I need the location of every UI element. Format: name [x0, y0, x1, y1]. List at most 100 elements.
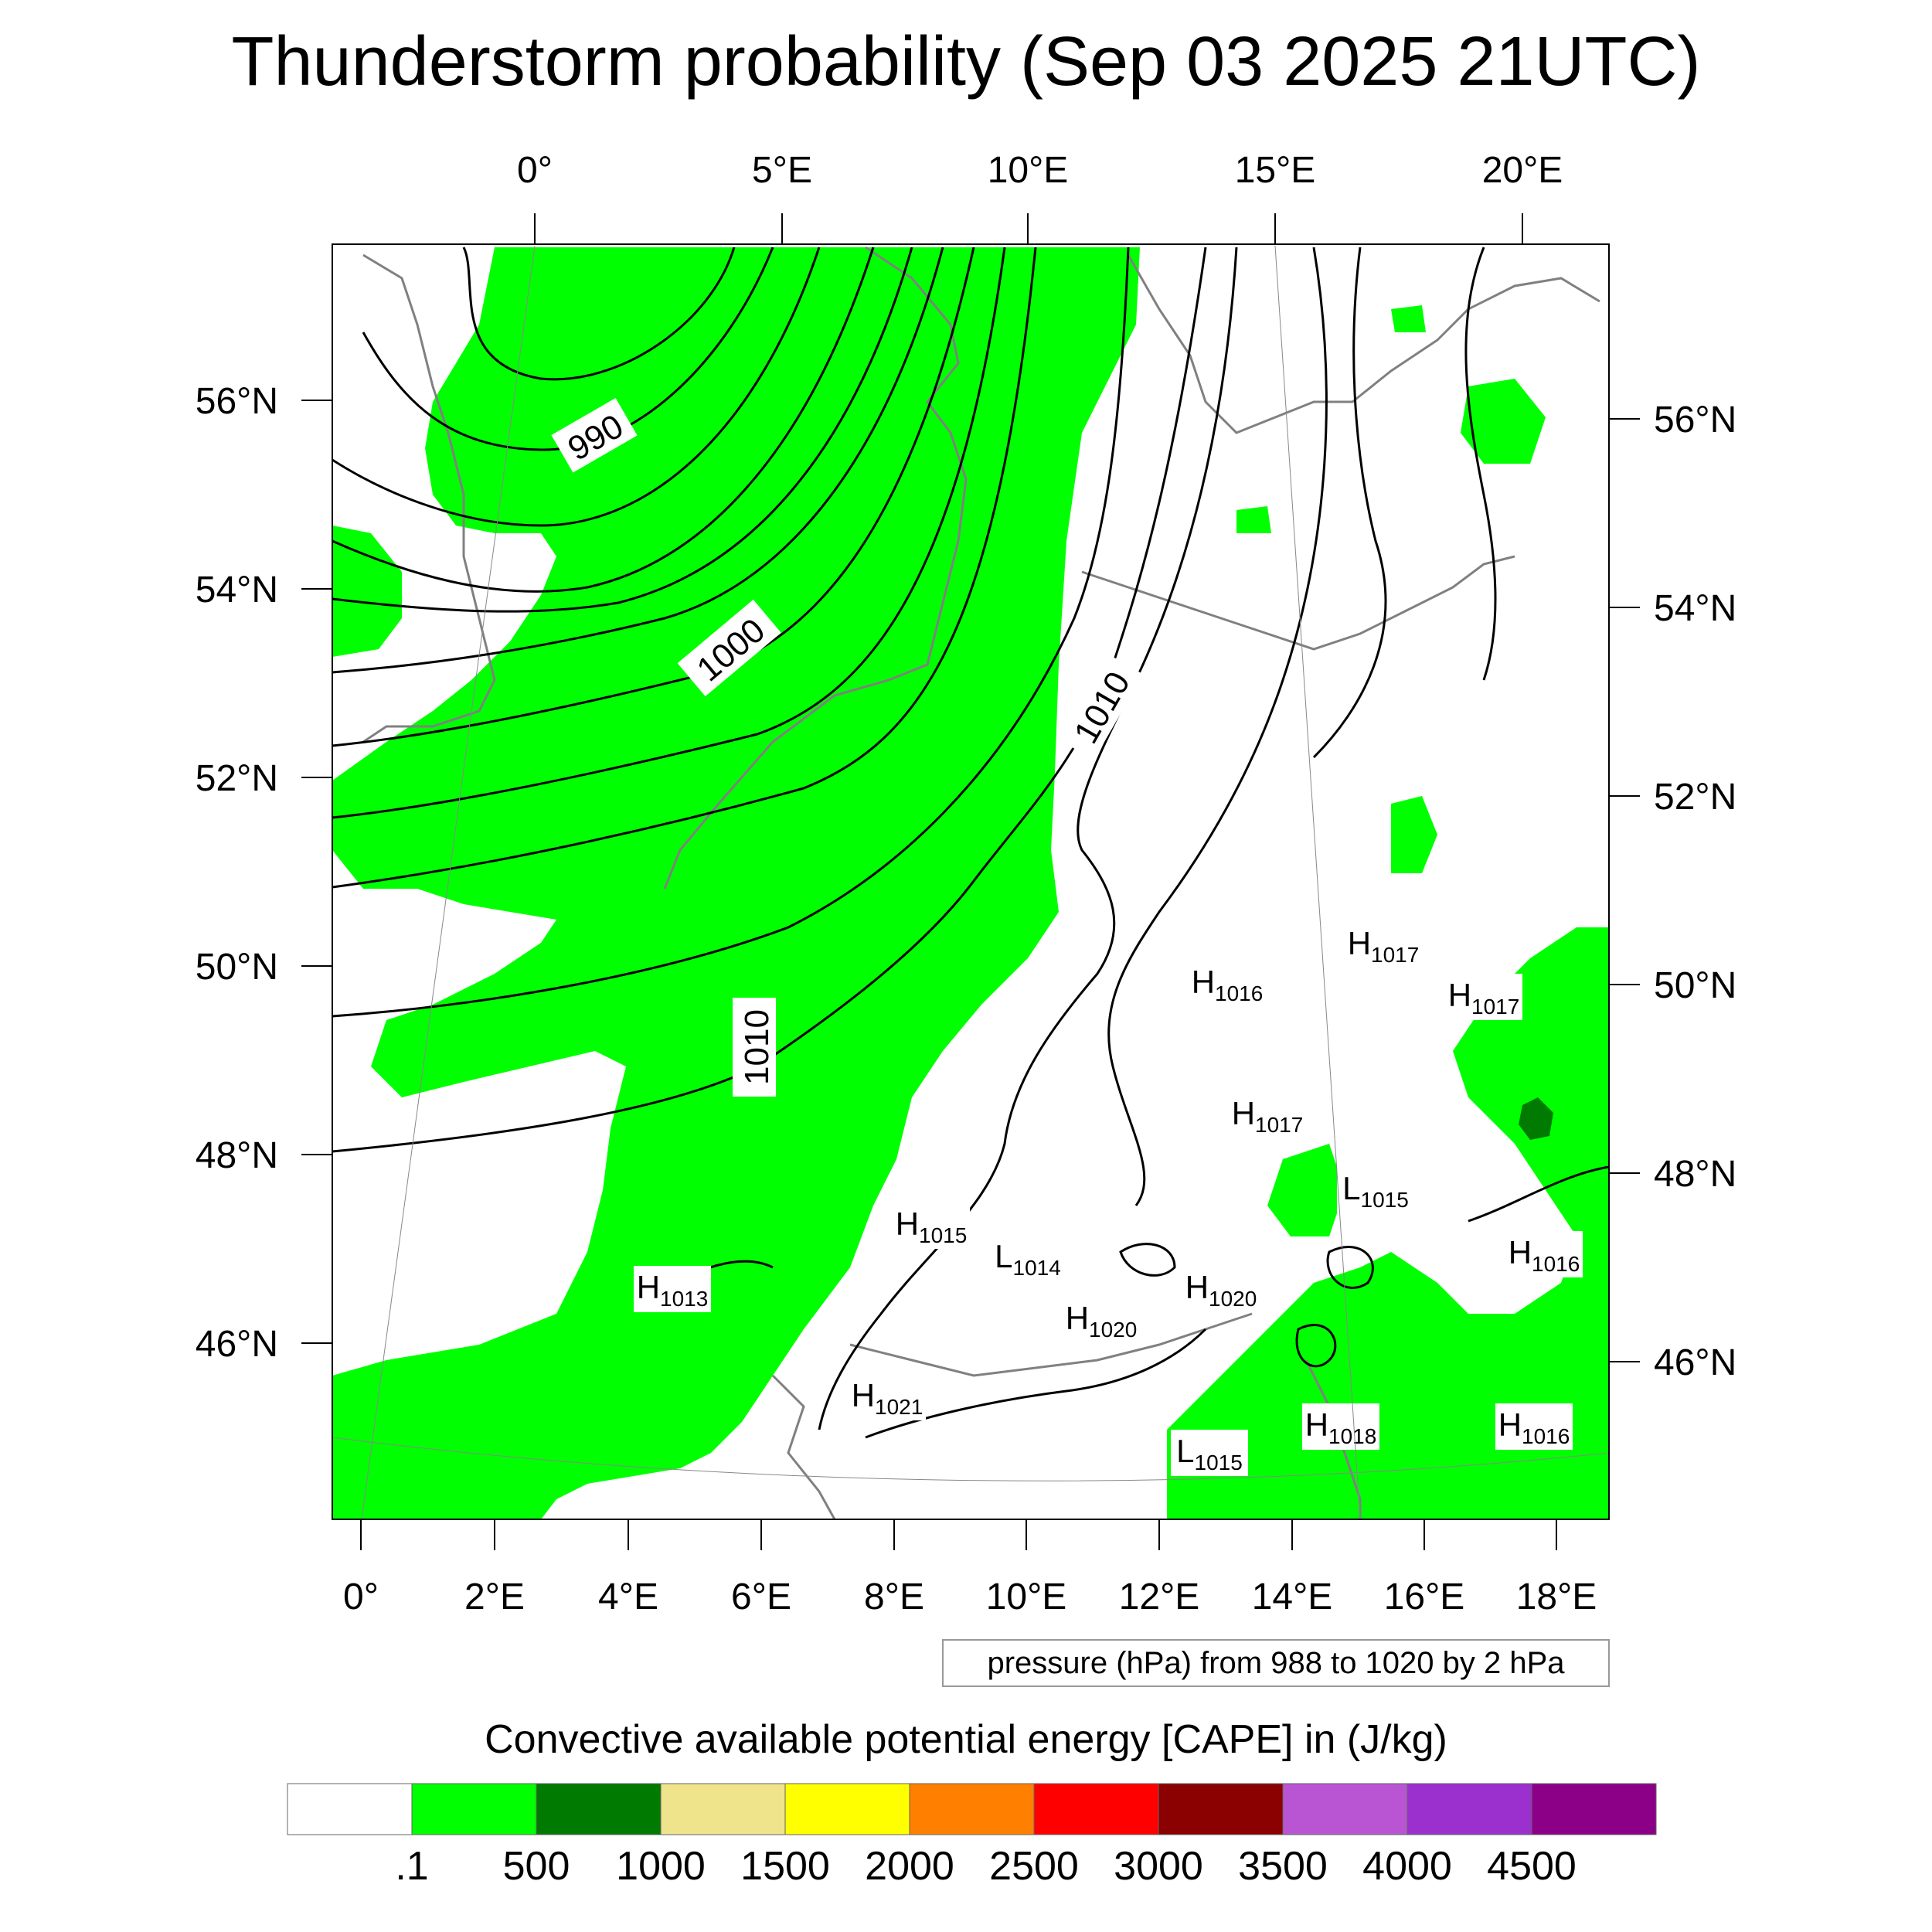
pressure-center-label: H1016 — [1498, 1406, 1570, 1448]
isobar — [332, 247, 1037, 889]
pressure-center-letter: H — [1305, 1406, 1328, 1443]
graticule-meridian — [1274, 245, 1361, 1520]
colorbar-swatch — [536, 1783, 662, 1835]
pressure-center-label: H1018 — [1305, 1406, 1377, 1448]
isobar-label-box — [733, 998, 776, 1097]
isobar — [1468, 1165, 1610, 1223]
cape-southeast-patch — [1167, 927, 1609, 1519]
bottom-lon-label: 0° — [343, 1577, 379, 1617]
pressure-info-box — [942, 1639, 1610, 1687]
pressure-center-letter: H — [1185, 1269, 1209, 1305]
axis-ticks — [301, 213, 1640, 1550]
isobar — [1464, 247, 1497, 681]
isobar — [332, 247, 1006, 819]
colorbar-labels: .1 500 1000 1500 2000 2500 3000 3500 400… — [395, 1844, 1577, 1889]
pressure-center-label: H1016 — [1192, 964, 1264, 1005]
pressure-center-box — [1505, 1231, 1583, 1277]
right-latitude-labels: 56°N 54°N 52°N 50°N 48°N 46°N — [1654, 400, 1736, 1383]
pressure-center-value: 1021 — [875, 1395, 923, 1419]
colorbar-swatch — [1158, 1783, 1284, 1835]
colorbar-label: 4500 — [1487, 1844, 1577, 1889]
pressure-center-value: 1015 — [919, 1223, 967, 1247]
pressure-center-box — [634, 1266, 711, 1312]
right-lat-label: 56°N — [1654, 400, 1736, 440]
colorbar-swatch — [411, 1783, 537, 1835]
pressure-center-letter: L — [995, 1238, 1012, 1274]
right-lat-label: 46°N — [1654, 1342, 1736, 1383]
coastline-mediterranean — [771, 1374, 836, 1520]
pressure-center-box — [1229, 1092, 1306, 1138]
isobar-label: 1010 — [738, 1009, 776, 1085]
right-lat-label: 52°N — [1654, 777, 1736, 818]
isobar — [462, 247, 736, 381]
pressure-center-box — [893, 1202, 970, 1249]
pressure-center-value: 1020 — [1209, 1287, 1257, 1311]
isobar — [332, 247, 875, 593]
pressure-center-value: 1016 — [1532, 1252, 1580, 1276]
pressure-center-value: 1017 — [1371, 943, 1419, 967]
isobar-label-box — [551, 398, 638, 473]
left-lat-label: 52°N — [196, 758, 278, 799]
top-lon-label: 20°E — [1482, 150, 1563, 191]
cape-shading — [332, 247, 1609, 1519]
cape-central-patch — [1267, 1144, 1345, 1236]
isobar — [332, 247, 821, 527]
colorbar-swatch — [1282, 1783, 1408, 1835]
pressure-center-label: H1017 — [1232, 1095, 1304, 1137]
top-lon-label: 15°E — [1235, 150, 1316, 191]
isobar — [332, 247, 944, 674]
pressure-center-value: 1014 — [1013, 1256, 1061, 1280]
colorbar-title: Convective available potential energy [C… — [485, 1717, 1447, 1762]
isobar — [332, 247, 1207, 1153]
colorbar-swatch — [1033, 1783, 1159, 1835]
pressure-center-box — [1302, 1403, 1379, 1450]
colorbar-label: 3000 — [1114, 1844, 1203, 1889]
pressure-center-label: L1015 — [1176, 1433, 1243, 1475]
pressure-center-label: H1020 — [1185, 1269, 1257, 1311]
isobar — [1312, 247, 1387, 759]
pressure-center-box — [989, 1235, 1066, 1281]
pressure-center-box — [1189, 961, 1266, 1007]
left-lat-label: 48°N — [196, 1135, 278, 1176]
colorbar-swatch — [1406, 1783, 1532, 1835]
pressure-center-letter: H — [1192, 964, 1215, 1000]
pressure-center-label: L1015 — [1342, 1170, 1409, 1212]
coastlines — [362, 246, 1600, 1520]
cape-west-patch — [332, 526, 402, 657]
map-title: Thunderstorm probability (Sep 03 2025 21… — [232, 23, 1701, 100]
top-lon-label: 0° — [517, 150, 553, 191]
isobar — [1295, 1324, 1337, 1368]
isobar — [332, 247, 913, 613]
pressure-center-box — [1171, 1430, 1248, 1476]
left-latitude-labels: 56°N 54°N 52°N 50°N 48°N 46°N — [196, 381, 278, 1365]
cape-east-patch — [1391, 796, 1437, 873]
pressure-center-letter: H — [1448, 977, 1471, 1013]
pressure-center-letter: H — [1509, 1234, 1532, 1270]
cape-main-band — [332, 247, 1140, 1519]
pressure-center-letter: L — [1342, 1170, 1360, 1206]
left-lat-label: 56°N — [196, 381, 278, 422]
colorbar-label: 2000 — [865, 1844, 954, 1889]
isobar — [362, 247, 774, 451]
pressure-info-text: pressure (hPa) from 988 to 1020 by 2 hPa — [987, 1646, 1565, 1680]
isobars — [332, 247, 1610, 1439]
colorbar-label: 1000 — [616, 1844, 706, 1889]
bottom-lon-label: 12°E — [1119, 1577, 1200, 1617]
pressure-center-value: 1013 — [660, 1287, 708, 1311]
pressure-center-label: H1020 — [1066, 1300, 1138, 1342]
pressure-center-value: 1017 — [1471, 995, 1519, 1019]
bottom-lon-label: 10°E — [986, 1577, 1067, 1617]
coastline-uk — [362, 253, 496, 743]
pressure-center-box — [1345, 922, 1422, 968]
pressure-center-value: 1017 — [1255, 1113, 1303, 1137]
isobar — [1326, 1246, 1374, 1289]
colorbar-label: 3500 — [1238, 1844, 1328, 1889]
colorbar: Convective available potential energy [C… — [287, 1717, 1657, 1889]
bottom-lon-label: 16°E — [1384, 1577, 1465, 1617]
pressure-center-label: H1016 — [1509, 1234, 1580, 1276]
pressure-center-label: H1021 — [852, 1377, 923, 1419]
coastline-germany — [1081, 555, 1515, 651]
map-frame — [332, 243, 1610, 1520]
pressure-center-letter: H — [1498, 1406, 1522, 1443]
cape-north-patch — [1391, 305, 1426, 332]
